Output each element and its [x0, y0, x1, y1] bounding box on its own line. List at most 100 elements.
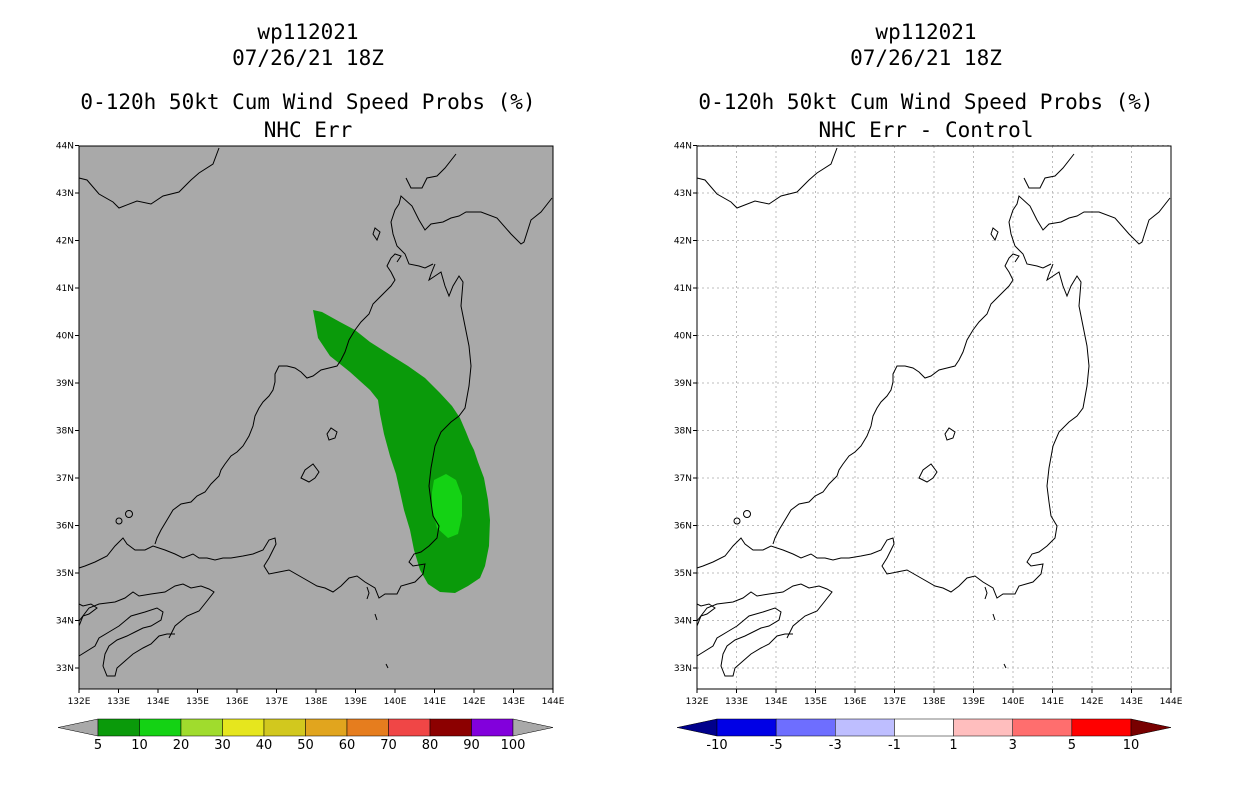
right-lon-label: 136E: [844, 697, 867, 707]
right-colorbar-segment: [1012, 718, 1073, 737]
left-lat-label: 37N: [56, 474, 74, 484]
left-lon-label: 138E: [305, 697, 328, 707]
right-colorbar-label: 1: [949, 738, 957, 753]
right-lon-label: 140E: [1002, 697, 1025, 707]
right-lon-label: 134E: [765, 697, 788, 707]
left-colorbar-under: [57, 718, 99, 737]
right-lat-label: 40N: [674, 332, 692, 342]
left-colorbar: 5 10 20 30 40 50 60 70 80 90 100: [57, 718, 554, 753]
left-colorbar-segment: [139, 718, 182, 737]
right-colorbar-label: -3: [829, 738, 842, 753]
left-title-storm-id: wp112021: [257, 20, 359, 44]
left-colorbar-label: 100: [501, 738, 526, 753]
left-lat-label: 38N: [56, 427, 74, 437]
left-lat-label: 33N: [56, 664, 74, 674]
right-colorbar-label: -10: [706, 738, 727, 753]
left-lon-label: 135E: [186, 697, 209, 707]
left-colorbar-over: [512, 718, 554, 737]
left-lat-label: 43N: [56, 189, 74, 199]
right-colorbar-segment: [775, 718, 836, 737]
right-map-panel: [696, 145, 1172, 690]
left-colorbar-label: 90: [463, 738, 480, 753]
right-title-datetime: 07/26/21 18Z: [850, 46, 1002, 70]
right-lat-label: 43N: [674, 189, 692, 199]
left-colorbar-segment: [471, 718, 514, 737]
left-lon-label: 139E: [344, 697, 367, 707]
right-colorbar-segment: [953, 718, 1013, 737]
left-colorbar-segment: [429, 718, 472, 737]
right-colorbar-label: 5: [1068, 738, 1076, 753]
left-lat-label: 35N: [56, 569, 74, 579]
right-colorbar-segment: [835, 718, 895, 737]
right-lat-label: 42N: [674, 237, 692, 247]
left-colorbar-segment: [263, 718, 306, 737]
left-colorbar-segment: [305, 718, 348, 737]
right-lat-label: 39N: [674, 379, 692, 389]
left-colorbar-label: 20: [173, 738, 190, 753]
left-lat-label: 34N: [56, 617, 74, 627]
left-lat-label: 42N: [56, 237, 74, 247]
right-lon-label: 133E: [725, 697, 748, 707]
left-title-product: 0-120h 50kt Cum Wind Speed Probs (%): [80, 90, 536, 114]
right-title-subtitle: NHC Err - Control: [818, 118, 1034, 142]
right-lon-label: 132E: [686, 697, 709, 707]
left-lon-label: 136E: [226, 697, 249, 707]
left-lon-label: 142E: [463, 697, 486, 707]
left-colorbar-segment: [97, 718, 140, 737]
left-colorbar-label: 10: [131, 738, 148, 753]
left-lat-label: 40N: [56, 332, 74, 342]
right-lat-label: 34N: [674, 617, 692, 627]
left-lat-label: 41N: [56, 284, 74, 294]
right-lon-label: 143E: [1120, 697, 1143, 707]
left-colorbar-label: 5: [94, 738, 102, 753]
right-lat-label: 44N: [674, 142, 692, 152]
left-colorbar-segment: [222, 718, 265, 737]
right-colorbar-segment: [716, 718, 777, 737]
right-lon-label: 141E: [1041, 697, 1064, 707]
left-lon-label: 133E: [107, 697, 130, 707]
right-lat-label: 37N: [674, 474, 692, 484]
right-colorbar: -10 -5 -3 -1 1 3 5 10: [676, 718, 1172, 753]
right-colorbar-label: -1: [888, 738, 901, 753]
prob-contour-10: [432, 474, 462, 538]
left-colorbar-label: 40: [256, 738, 273, 753]
left-lon-label: 132E: [68, 697, 91, 707]
left-colorbar-label: 60: [339, 738, 356, 753]
right-lon-label: 139E: [962, 697, 985, 707]
right-lon-label: 137E: [883, 697, 906, 707]
right-colorbar-under: [676, 718, 718, 737]
right-lon-label: 135E: [804, 697, 827, 707]
left-colorbar-label: 50: [297, 738, 314, 753]
right-title-product: 0-120h 50kt Cum Wind Speed Probs (%): [698, 90, 1154, 114]
right-lat-label: 36N: [674, 522, 692, 532]
right-lon-label: 144E: [1160, 697, 1183, 707]
right-colorbar-label: -5: [770, 738, 783, 753]
left-colorbar-label: 80: [422, 738, 439, 753]
left-lon-label: 140E: [384, 697, 407, 707]
right-colorbar-segment: [1071, 718, 1132, 737]
right-title-storm-id: wp112021: [875, 20, 977, 44]
left-lat-label: 39N: [56, 379, 74, 389]
left-map-background: [79, 146, 553, 689]
right-colorbar-over: [1130, 718, 1172, 737]
left-lon-label: 137E: [265, 697, 288, 707]
right-colorbar-segment: [894, 718, 954, 737]
right-axes: 132E 133E 134E 135E 136E 137E 138E 139E 140E 141E…: [674, 142, 1183, 708]
left-colorbar-label: 70: [380, 738, 397, 753]
right-colorbar-label: 10: [1123, 738, 1140, 753]
right-lon-label: 142E: [1081, 697, 1104, 707]
left-lon-label: 141E: [423, 697, 446, 707]
left-lon-label: 134E: [147, 697, 170, 707]
left-title-datetime: 07/26/21 18Z: [232, 46, 384, 70]
left-title-subtitle: NHC Err: [263, 118, 353, 142]
left-map-panel: [78, 145, 554, 690]
left-lon-label: 143E: [502, 697, 525, 707]
left-lat-label: 44N: [56, 142, 74, 152]
right-lon-label: 138E: [923, 697, 946, 707]
left-colorbar-segment: [346, 718, 389, 737]
right-lat-label: 35N: [674, 569, 692, 579]
right-lat-label: 38N: [674, 427, 692, 437]
left-colorbar-segment: [388, 718, 431, 737]
right-lat-label: 41N: [674, 284, 692, 294]
